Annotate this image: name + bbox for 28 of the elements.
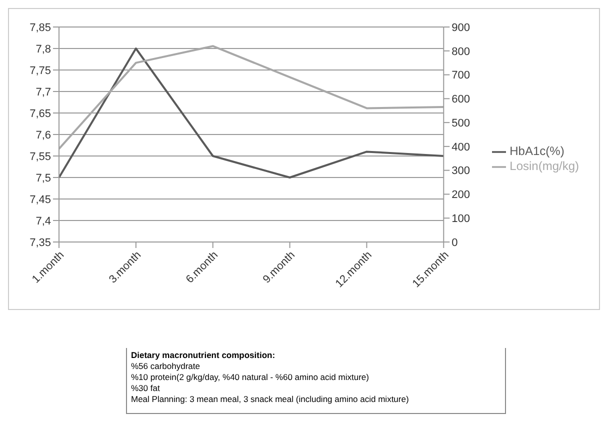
y-tick-label: 7,55 <box>30 150 51 163</box>
y-tick-label: 7,85 <box>30 22 51 34</box>
y-tick-label: 7,6 <box>36 129 51 142</box>
text: %10 protein(2 g/kg/day, %40 natural - %60 amino acid mixture) <box>131 372 370 383</box>
y-tick-label: 7,75 <box>30 64 51 77</box>
y-tick-label: 7,8 <box>36 43 51 56</box>
text: %30 fat <box>131 383 161 394</box>
y2-tick-label: 600 <box>452 94 470 106</box>
y2-tick-label: 200 <box>452 189 470 202</box>
y-tick-label: 7,4 <box>36 215 51 228</box>
y2-tick-label: 100 <box>452 213 470 226</box>
y-tick-label: 7,65 <box>30 108 51 120</box>
y2-tick-label: 800 <box>452 46 470 58</box>
legend-label: HbA1c(%) <box>510 144 564 158</box>
y-tick-label: 7,5 <box>36 172 51 184</box>
y2-tick-label: 300 <box>452 165 470 178</box>
y-tick-label: 7,35 <box>30 236 51 249</box>
text: %56 carbohydrate <box>131 361 201 372</box>
legend-label: Losin(mg/kg) <box>510 159 579 173</box>
text: Dietary macronutrient composition: <box>131 350 276 361</box>
y2-tick-label: 900 <box>452 22 470 34</box>
y2-tick-label: 700 <box>452 70 470 82</box>
y-tick-label: 7,45 <box>30 194 51 206</box>
y-tick-label: 7,7 <box>36 86 51 98</box>
y2-tick-label: 500 <box>452 117 470 130</box>
y2-tick-label: 400 <box>452 141 470 154</box>
y2-tick-label: 0 <box>452 236 458 249</box>
text: Meal Planning: 3 mean meal, 3 snack meal (including amino acid mixture) <box>131 394 410 405</box>
